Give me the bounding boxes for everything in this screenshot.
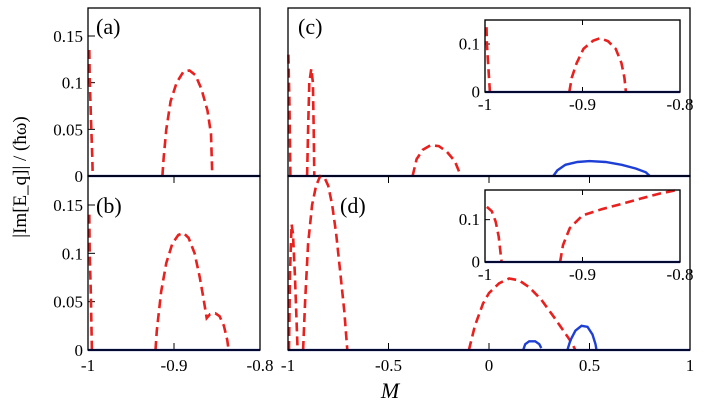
y-tick-label: 0.1 <box>62 244 83 263</box>
series-unstable-1 <box>287 54 292 177</box>
panel-a: 0 0.05 0.1 0.15 (a) <box>53 7 261 186</box>
panel-label: (b) <box>96 193 122 218</box>
x-tick-label: 0 <box>485 356 494 375</box>
plot-frame <box>287 175 691 351</box>
x-tick-label: -0.8 <box>667 95 694 114</box>
x-tick-label: -0.9 <box>569 95 596 114</box>
y-tick-label: 0 <box>472 252 481 271</box>
plot-frame <box>484 19 681 93</box>
x-axis-label: M <box>380 378 401 403</box>
x-tick-label: -0.8 <box>247 356 274 375</box>
series-stable-2 <box>566 324 598 351</box>
y-tick-label: 0.15 <box>53 196 83 215</box>
series-unstable-1 <box>485 27 492 93</box>
series-unstable-2 <box>154 231 230 351</box>
panel-d: -1 -0.5 0 0.5 1 (d) -1 -0.9 -0.8 0 0.1 <box>281 174 695 375</box>
x-tick-label: 0.5 <box>579 356 600 375</box>
y-tick-label: 0.1 <box>459 34 480 53</box>
y-axis-label-group: |Im[E_q]| / (ħω) <box>10 116 31 237</box>
series-unstable-2 <box>301 174 349 351</box>
series-stable-1 <box>522 340 543 351</box>
y-axis-label: |Im[E_q]| / (ħω) <box>10 116 31 237</box>
x-tick-label: -0.9 <box>161 356 188 375</box>
y-tick-label: 0.15 <box>53 27 83 46</box>
x-tick-label: -0.9 <box>569 265 596 284</box>
panel-c: (c) -1 -0.9 -0.8 0 0.1 <box>287 7 694 178</box>
series-unstable-2 <box>305 68 316 177</box>
series-unstable-3 <box>467 277 577 351</box>
inset-background <box>484 19 681 93</box>
y-tick-label: 0.05 <box>53 120 83 139</box>
x-tick-label: -1 <box>478 265 492 284</box>
inset-background <box>484 189 681 263</box>
panel-label: (a) <box>96 14 120 39</box>
y-tick-label: 0.1 <box>459 210 480 229</box>
panel-b: -1 -0.9 -0.8 0 0.05 0.1 0.15 (b) <box>53 175 274 375</box>
x-tick-label: -1 <box>281 356 295 375</box>
series-unstable-2 <box>161 69 214 177</box>
series-unstable-2 <box>558 189 681 263</box>
series-unstable-1 <box>287 224 299 351</box>
series-unstable-1 <box>486 205 503 263</box>
plot-frame <box>484 189 681 263</box>
series-unstable-1 <box>88 214 94 351</box>
x-tick-label: -1 <box>81 356 95 375</box>
inset-d: -1 -0.9 -0.8 0 0.1 <box>459 189 694 284</box>
x-tick-label: -0.5 <box>375 356 402 375</box>
series-stable-band <box>552 159 651 177</box>
series-unstable-3 <box>411 143 463 177</box>
plot-frame <box>87 175 261 351</box>
x-tick-label: -0.8 <box>667 265 694 284</box>
y-tick-label: 0 <box>75 341 84 360</box>
inset-c: -1 -0.9 -0.8 0 0.1 <box>459 19 694 114</box>
x-tick-label: 1 <box>686 356 695 375</box>
y-tick-label: 0.05 <box>53 293 83 312</box>
x-tick-label: -1 <box>478 95 492 114</box>
y-tick-label: 0 <box>75 167 84 186</box>
series-unstable-2 <box>568 36 628 93</box>
series-unstable-1 <box>88 49 94 177</box>
y-tick-label: 0.1 <box>62 74 83 93</box>
panel-label: (c) <box>298 14 322 39</box>
panel-label: (d) <box>340 193 366 218</box>
y-tick-label: 0 <box>472 82 481 101</box>
